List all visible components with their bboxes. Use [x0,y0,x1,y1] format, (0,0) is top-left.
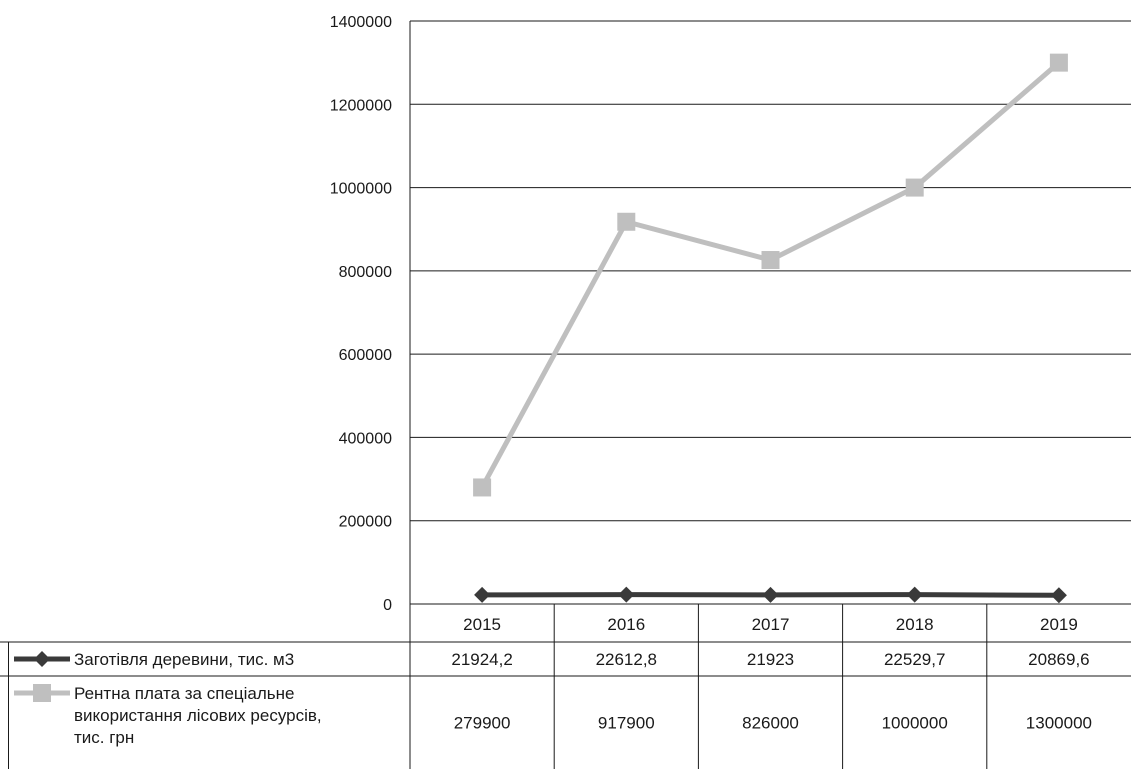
legend-label: використання лісових ресурсів, [74,706,322,725]
series-2 [473,53,1068,497]
legend-key-marker [34,651,50,667]
y-tick-label: 400000 [339,430,392,447]
data-point [474,586,491,603]
data-point [905,178,924,197]
x-category-label: 2016 [607,615,645,634]
legend-label: Заготівля деревини, тис. м3 [74,650,294,669]
data-table: 2015 2016 2017 2018 2019 Заготівля деревини, … [0,603,1131,769]
data-point [617,212,636,231]
data-value-label: 20869,6 [1028,650,1089,669]
table-row-1: Заготівля деревини, тис. м3 21924,2 22612,… [14,650,1090,669]
y-tick-label: 1200000 [330,97,392,114]
data-point [761,251,780,270]
x-category-label: 2015 [463,615,501,634]
data-value-label: 917900 [598,714,655,733]
gridlines [409,20,1131,769]
x-category-label: 2018 [896,615,934,634]
y-axis-ticks: 0 200000 400000 600000 800000 1000000 1200000 1… [330,14,392,614]
data-value-label: 826000 [742,714,799,733]
data-value-label: 1000000 [882,714,948,733]
y-tick-label: 1000000 [330,181,392,198]
y-tick-label: 200000 [339,514,392,531]
legend-key-marker [33,684,51,702]
data-value-label: 22529,7 [884,650,945,669]
data-point [906,586,923,603]
data-point [1049,53,1068,72]
series-1 [474,586,1067,604]
y-tick-label: 0 [383,597,392,614]
data-point [762,586,779,603]
x-category-label: 2017 [752,615,790,634]
table-row-2: Рентна плата за спеціальне використання л… [14,684,1092,747]
data-value-label: 22612,8 [596,650,657,669]
legend-label: тис. грн [74,728,134,747]
data-point [473,478,492,497]
data-value-label: 21923 [747,650,794,669]
y-tick-label: 800000 [339,264,392,281]
data-value-label: 21924,2 [451,650,512,669]
series-line [479,60,1061,489]
data-value-label: 1300000 [1026,714,1092,733]
y-tick-label: 1400000 [330,14,392,31]
series-group [473,53,1068,604]
x-category-label: 2019 [1040,615,1078,634]
data-point [618,586,635,603]
data-point [1050,587,1067,604]
data-value-label: 279900 [454,714,511,733]
legend-label: Рентна плата за спеціальне [74,684,295,703]
y-tick-label: 600000 [339,347,392,364]
